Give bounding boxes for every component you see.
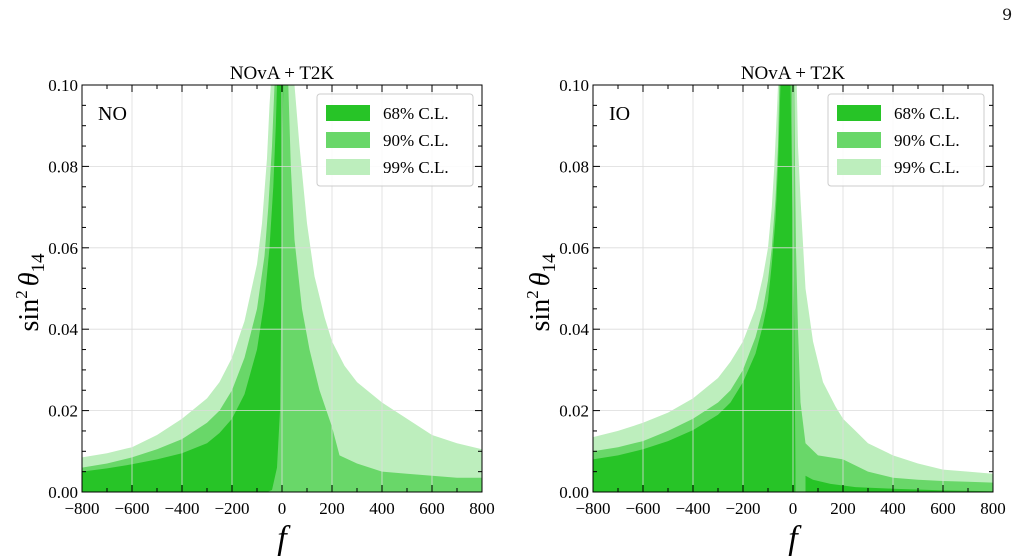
x-axis-label: f (788, 520, 802, 557)
chart-panel-no: −800 −600 −400 −200 0 200 400 600 800 0.00 0.02 0.0… (12, 63, 495, 557)
x-tick-label: 0 (789, 499, 798, 518)
y-tick-label: 0.04 (48, 320, 78, 339)
x-tick-label: −800 (64, 499, 99, 518)
legend-swatch (326, 105, 370, 121)
y-axis-label: sin2 θ14 (12, 253, 49, 331)
y-label-sup: 2 (12, 290, 31, 299)
chart-title: NOvA + T2K (741, 63, 846, 84)
axis-ticks (81, 84, 483, 493)
x-tick-label: 400 (369, 499, 395, 518)
y-tick-label: 0.02 (48, 402, 78, 421)
chart-panel-io: −800 −600 −400 −200 0 200 400 600 800 0.00 0.02 0.0… (523, 63, 1006, 557)
x-tick-label: 800 (469, 499, 495, 518)
x-tick-label: 200 (830, 499, 856, 518)
x-tick-label: −600 (625, 499, 660, 518)
mass-ordering-label: NO (98, 103, 127, 125)
legend-swatch (837, 159, 881, 175)
legend-entry: 90% C.L. (383, 131, 449, 150)
y-axis-label: sin2 θ14 (523, 253, 560, 331)
y-label-base: sin (525, 299, 556, 332)
y-tick-label: 0.10 (48, 76, 78, 95)
page-number: 9 (1002, 5, 1013, 24)
legend-swatch (326, 159, 370, 175)
x-tick-label: 200 (319, 499, 345, 518)
y-tick-label: 0.00 (48, 483, 78, 502)
region-68-cl-2 (82, 85, 284, 492)
region-68-cl-2 (593, 85, 796, 492)
x-tick-label: −200 (725, 499, 760, 518)
legend: 68% C.L. 90% C.L. 99% C.L. (316, 93, 474, 187)
y-tick-label: 0.00 (559, 483, 589, 502)
legend-entry: 90% C.L. (894, 131, 960, 150)
x-tick-label: −400 (675, 499, 710, 518)
legend-entry: 68% C.L. (383, 104, 449, 123)
x-tick-label: 600 (419, 499, 445, 518)
y-tick-label: 0.08 (48, 157, 78, 176)
y-tick-label: 0.02 (559, 402, 589, 421)
y-tick-label: 0.08 (559, 157, 589, 176)
region-68-cl-3 (805, 475, 993, 492)
y-label-sub: 14 (28, 253, 49, 273)
x-tick-label: −800 (575, 499, 610, 518)
x-tick-label: −600 (114, 499, 149, 518)
x-tick-label: −400 (164, 499, 199, 518)
legend-entry: 68% C.L. (894, 104, 960, 123)
y-tick-label: 0.10 (559, 76, 589, 95)
legend-swatch (837, 105, 881, 121)
y-label-sup: 2 (523, 290, 542, 299)
y-label-base: sin (14, 299, 45, 332)
chart-title: NOvA + T2K (230, 63, 335, 84)
mass-ordering-label: IO (609, 103, 630, 125)
x-tick-label: −200 (214, 499, 249, 518)
y-label-theta: θ (14, 272, 45, 286)
x-tick-label: 0 (278, 499, 287, 518)
legend-entry: 99% C.L. (894, 158, 960, 177)
y-tick-label: 0.04 (559, 320, 589, 339)
legend-entry: 99% C.L. (383, 158, 449, 177)
legend: 68% C.L. 90% C.L. 99% C.L. (827, 93, 985, 187)
x-axis-label: f (277, 520, 291, 557)
y-label-theta: θ (525, 272, 556, 286)
y-tick-label: 0.06 (559, 239, 589, 258)
x-tick-label: 400 (880, 499, 906, 518)
legend-swatch (837, 132, 881, 148)
axis-ticks (592, 84, 994, 493)
legend-swatch (326, 132, 370, 148)
y-tick-label: 0.06 (48, 239, 78, 258)
x-tick-label: 600 (930, 499, 956, 518)
y-label-sub: 14 (539, 253, 560, 273)
x-tick-label: 800 (980, 499, 1006, 518)
